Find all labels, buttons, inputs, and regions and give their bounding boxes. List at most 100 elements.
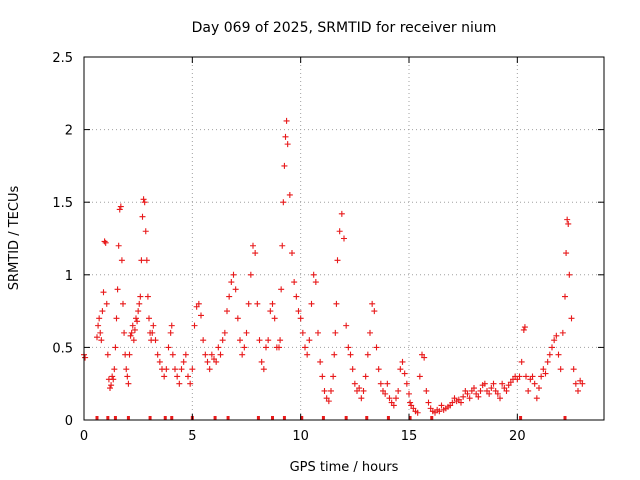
data-point bbox=[299, 329, 306, 336]
data-point bbox=[397, 366, 404, 373]
data-point bbox=[126, 351, 133, 358]
baseline-marker bbox=[519, 416, 523, 420]
data-point bbox=[121, 329, 128, 336]
data-point bbox=[102, 239, 109, 246]
x-tick-label: 15 bbox=[401, 429, 418, 444]
baseline-marker bbox=[213, 416, 217, 420]
data-point bbox=[291, 279, 298, 286]
data-point bbox=[138, 257, 145, 264]
data-point bbox=[265, 337, 272, 344]
data-point bbox=[564, 216, 571, 223]
data-point bbox=[174, 373, 181, 380]
data-point bbox=[565, 220, 572, 227]
data-point bbox=[94, 334, 100, 341]
data-point bbox=[399, 358, 406, 365]
data-point bbox=[536, 385, 542, 392]
data-point bbox=[131, 326, 138, 333]
data-point bbox=[165, 344, 172, 351]
data-point bbox=[276, 344, 282, 351]
data-point bbox=[407, 399, 414, 406]
data-point bbox=[280, 199, 287, 206]
data-point bbox=[325, 398, 332, 405]
data-point bbox=[562, 293, 568, 300]
data-point bbox=[293, 293, 300, 300]
data-point bbox=[490, 380, 497, 387]
data-point bbox=[245, 300, 252, 307]
data-point bbox=[497, 395, 503, 402]
baseline-marker bbox=[563, 416, 567, 420]
y-tick-label: 2 bbox=[65, 124, 73, 139]
data-point bbox=[100, 289, 107, 296]
data-point bbox=[284, 141, 291, 148]
x-tick-label: 10 bbox=[292, 429, 309, 444]
data-point bbox=[96, 315, 103, 322]
data-point bbox=[118, 257, 125, 264]
data-point bbox=[128, 329, 135, 336]
data-point bbox=[425, 399, 432, 406]
data-point bbox=[198, 312, 204, 319]
x-tick-label: 20 bbox=[509, 429, 526, 444]
data-point bbox=[516, 373, 523, 380]
data-point bbox=[226, 293, 233, 300]
data-point bbox=[146, 315, 152, 322]
data-point bbox=[107, 385, 113, 392]
data-point bbox=[356, 385, 363, 392]
x-tick-label: 5 bbox=[188, 429, 196, 444]
baseline-markers bbox=[95, 416, 567, 420]
data-point bbox=[330, 373, 337, 380]
data-point bbox=[278, 286, 285, 293]
data-point bbox=[114, 286, 121, 293]
data-point bbox=[219, 337, 226, 344]
baseline-marker bbox=[113, 416, 117, 420]
data-point bbox=[263, 344, 269, 351]
data-point bbox=[542, 370, 549, 377]
data-point bbox=[152, 337, 159, 344]
data-point bbox=[371, 308, 378, 315]
y-tick-label: 1 bbox=[65, 269, 73, 284]
data-point bbox=[182, 351, 189, 358]
data-point bbox=[551, 337, 558, 344]
data-point bbox=[563, 250, 570, 257]
data-point bbox=[113, 315, 120, 322]
data-point bbox=[570, 366, 577, 373]
data-point bbox=[208, 351, 215, 358]
data-point bbox=[347, 351, 354, 358]
data-point bbox=[529, 373, 536, 380]
data-point bbox=[243, 329, 250, 336]
data-point bbox=[568, 315, 575, 322]
data-point bbox=[82, 354, 89, 361]
data-point bbox=[525, 387, 532, 394]
data-point bbox=[438, 402, 445, 409]
data-point bbox=[295, 308, 302, 315]
data-point bbox=[540, 366, 547, 373]
data-point bbox=[99, 308, 106, 315]
baseline-marker bbox=[226, 416, 230, 420]
data-point bbox=[338, 210, 345, 217]
data-point bbox=[312, 279, 319, 286]
data-point bbox=[112, 344, 119, 351]
data-point bbox=[130, 337, 137, 344]
baseline-marker bbox=[271, 416, 274, 420]
data-point bbox=[176, 380, 183, 387]
data-point bbox=[125, 380, 132, 387]
y-tick-label: 1.5 bbox=[52, 196, 73, 211]
data-point bbox=[520, 326, 527, 333]
data-point bbox=[499, 380, 506, 387]
data-point bbox=[436, 408, 443, 415]
data-point bbox=[195, 300, 202, 307]
y-tick-label: 0.5 bbox=[52, 341, 73, 356]
data-point bbox=[161, 373, 168, 380]
data-point bbox=[230, 271, 237, 278]
data-point bbox=[133, 315, 139, 322]
data-point bbox=[247, 271, 254, 278]
data-point bbox=[178, 366, 185, 373]
data-point bbox=[310, 271, 317, 278]
data-point bbox=[217, 351, 224, 358]
data-point bbox=[172, 366, 178, 373]
data-point bbox=[315, 329, 321, 336]
data-point bbox=[117, 203, 124, 210]
data-point bbox=[382, 390, 389, 397]
data-point bbox=[331, 351, 338, 358]
data-point bbox=[521, 324, 528, 331]
data-point bbox=[464, 390, 471, 397]
